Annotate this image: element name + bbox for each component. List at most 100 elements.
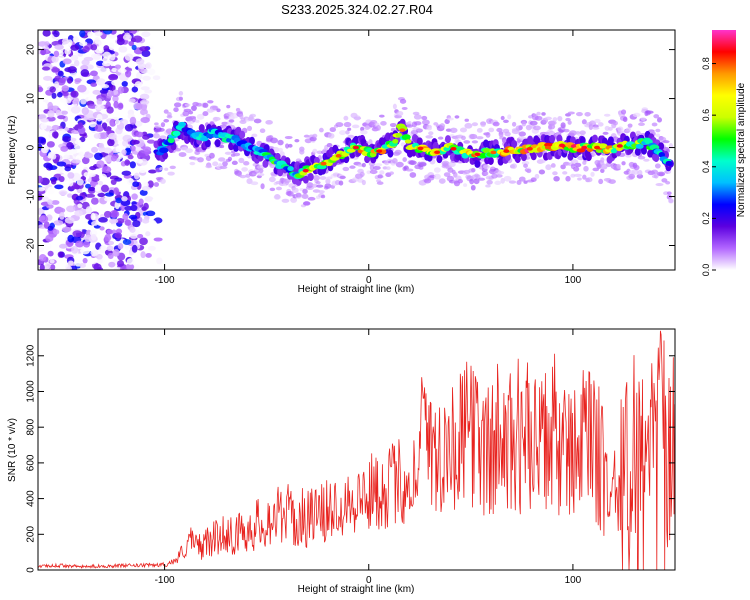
spectrogram-cell — [655, 183, 664, 187]
spectrogram-cell — [637, 169, 643, 176]
spectrogram-cell — [243, 161, 250, 166]
spectrogram-x-tick-label: -100 — [155, 275, 175, 286]
spectrogram-cell — [339, 130, 347, 136]
spectrogram-cell — [600, 168, 605, 173]
spectrogram-cell — [80, 64, 89, 71]
spectrogram-cell — [128, 214, 138, 220]
spectrogram-cell — [316, 150, 323, 155]
spectrogram-cell — [247, 125, 253, 131]
spectrogram-cell — [137, 233, 144, 239]
spectrogram-cell — [147, 180, 154, 188]
spectrogram-cell — [66, 142, 74, 150]
spectrogram-cell — [160, 122, 166, 128]
spectrogram-y-tick-label: 0 — [26, 144, 37, 150]
spectrogram-cell — [91, 221, 99, 226]
spectrogram-cell — [219, 144, 225, 149]
spectrogram-cell — [88, 186, 96, 192]
spectrogram-cell — [91, 146, 99, 153]
spectrogram-cell — [463, 183, 468, 187]
spectrogram-cell — [94, 124, 104, 132]
spectrogram-cell — [147, 68, 156, 75]
spectrogram-cell — [62, 58, 72, 65]
spectrogram-cell — [500, 115, 505, 121]
spectrogram-cell — [428, 131, 434, 136]
spectrogram-cell — [582, 174, 587, 180]
spectrogram-cell — [433, 167, 441, 173]
spectrogram-cell — [110, 84, 116, 92]
spectrogram-cell — [216, 108, 221, 113]
spectrogram-cell — [106, 229, 114, 235]
spectrogram-cell — [655, 128, 661, 133]
spectrogram-cell — [98, 142, 105, 149]
spectrogram-cell — [108, 218, 119, 224]
spectrogram-cell — [447, 117, 454, 121]
spectrogram-cell — [144, 89, 153, 94]
spectrogram-cell — [141, 31, 151, 38]
spectrogram-cell — [103, 147, 113, 154]
spectrogram-cell — [129, 233, 138, 239]
spectrogram-cell — [117, 86, 124, 94]
spectrogram-cell — [75, 195, 84, 201]
spectrogram-cell — [608, 179, 616, 184]
spectrogram-cell — [114, 232, 122, 239]
spectrogram-cell — [117, 102, 124, 109]
spectrogram-cell — [401, 106, 408, 110]
spectrogram-cell — [249, 113, 256, 118]
spectrogram-cell — [558, 143, 565, 148]
spectrogram-cell — [117, 68, 127, 73]
spectrogram-cell — [573, 166, 580, 172]
spectrogram-cell — [368, 139, 373, 145]
spectrogram-cell — [41, 66, 51, 71]
spectrogram-cell — [140, 86, 150, 91]
spectrogram-cell — [544, 145, 551, 150]
spectrogram-cell — [315, 180, 321, 185]
spectrogram-cell — [147, 245, 156, 251]
spectrogram-cell — [68, 178, 74, 187]
spectrogram-cell — [536, 111, 541, 116]
spectrogram-cell — [47, 250, 54, 257]
spectrogram-cell — [108, 240, 115, 246]
spectrogram-cell — [128, 98, 136, 103]
spectrogram-cell — [389, 122, 397, 128]
spectrogram-cell — [122, 34, 132, 41]
spectrogram-cell — [112, 95, 119, 103]
spectrogram-cell — [511, 163, 517, 169]
spectrogram-cell — [283, 178, 292, 184]
spectrogram-cell — [550, 163, 556, 168]
spectrogram-cell — [43, 242, 52, 250]
spectrogram-cell — [302, 175, 309, 184]
spectrogram-cell — [260, 183, 265, 190]
spectrogram-cell — [213, 116, 221, 121]
spectrogram-cell — [50, 153, 57, 160]
spectrogram-cell — [277, 168, 284, 177]
spectrogram-cell — [88, 94, 97, 103]
spectrogram-y-ticks: -20 -10 0 10 20 — [26, 44, 675, 253]
spectrogram-cell — [44, 262, 51, 270]
spectrogram-cell — [627, 123, 633, 128]
spectrogram-cell — [46, 141, 55, 148]
spectrogram-cell — [62, 136, 71, 143]
spectrogram-cell — [40, 123, 47, 130]
spectrogram-cell — [152, 75, 161, 81]
spectrogram-cell — [121, 80, 129, 87]
spectrogram-cell — [461, 135, 466, 141]
spectrogram-cell — [38, 41, 48, 47]
snr-y-tick-label: 600 — [26, 454, 37, 471]
spectrogram-cell — [632, 112, 641, 118]
spectrogram-cell — [80, 98, 87, 105]
spectrogram-cell — [407, 120, 412, 126]
spectrogram-cell — [653, 154, 660, 163]
spectrogram-cell — [275, 186, 282, 191]
spectrogram-cell — [238, 157, 245, 164]
spectrogram-cell — [101, 61, 112, 67]
spectrogram-cell — [132, 181, 140, 188]
snr-series-line — [38, 330, 675, 570]
spectrogram-cell — [326, 176, 333, 180]
spectrogram-cell — [574, 162, 582, 168]
spectrogram-cell — [526, 147, 533, 151]
spectrogram-cell — [582, 160, 587, 165]
spectrogram-cell — [81, 107, 89, 115]
spectrogram-cell — [636, 173, 644, 179]
spectrogram-cell — [174, 147, 182, 152]
spectrogram-cell — [98, 217, 108, 223]
